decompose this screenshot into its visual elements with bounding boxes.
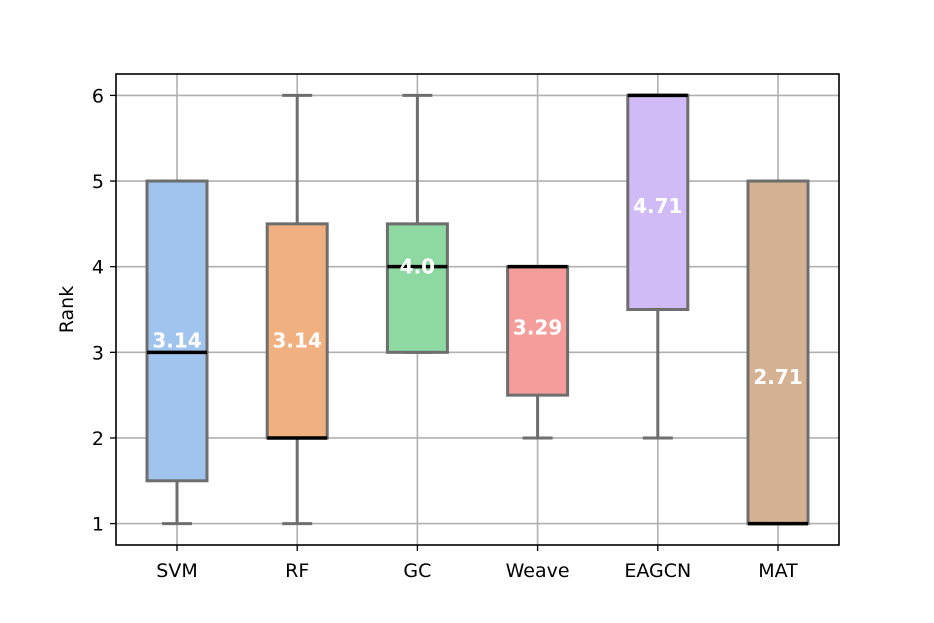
box-gc [385,222,449,354]
y-tick-label: 1 [92,514,104,536]
y-tick-label: 3 [92,342,104,364]
mean-label-eagcn: 4.71 [633,194,682,218]
box-eagcn [626,93,690,311]
mean-label-layer: 3.14 3.14 4.0 3.29 4.71 2.71 [152,194,802,389]
x-tick-label-svm: SVM [156,560,197,582]
tick-layer: 1 2 3 4 5 6 SVM RF GC Weave EAGCN MAT [92,85,798,582]
grid-layer [116,74,839,545]
y-tick-label: 6 [92,85,104,107]
x-tick-label-weave: Weave [506,560,570,582]
mean-label-svm: 3.14 [152,328,201,352]
mean-label-gc: 4.0 [400,255,435,279]
box-rf [265,222,329,440]
x-tick-label-eagcn: EAGCN [624,560,691,582]
mean-label-mat: 2.71 [753,365,802,389]
mean-label-rf: 3.14 [273,328,322,352]
y-axis-label: Rank [56,286,78,333]
box-weave [506,265,570,397]
plot-frame [115,73,840,546]
x-tick-label-mat: MAT [758,560,798,582]
box-mat [746,179,810,526]
x-tick-label-rf: RF [285,560,309,582]
mean-label-weave: 3.29 [513,315,562,339]
box-svm [145,179,209,483]
y-tick-label: 5 [92,171,104,193]
y-tick-label: 2 [92,428,104,450]
y-tick-label: 4 [92,257,104,279]
x-tick-label-gc: GC [403,560,431,582]
box-layer [145,93,810,526]
